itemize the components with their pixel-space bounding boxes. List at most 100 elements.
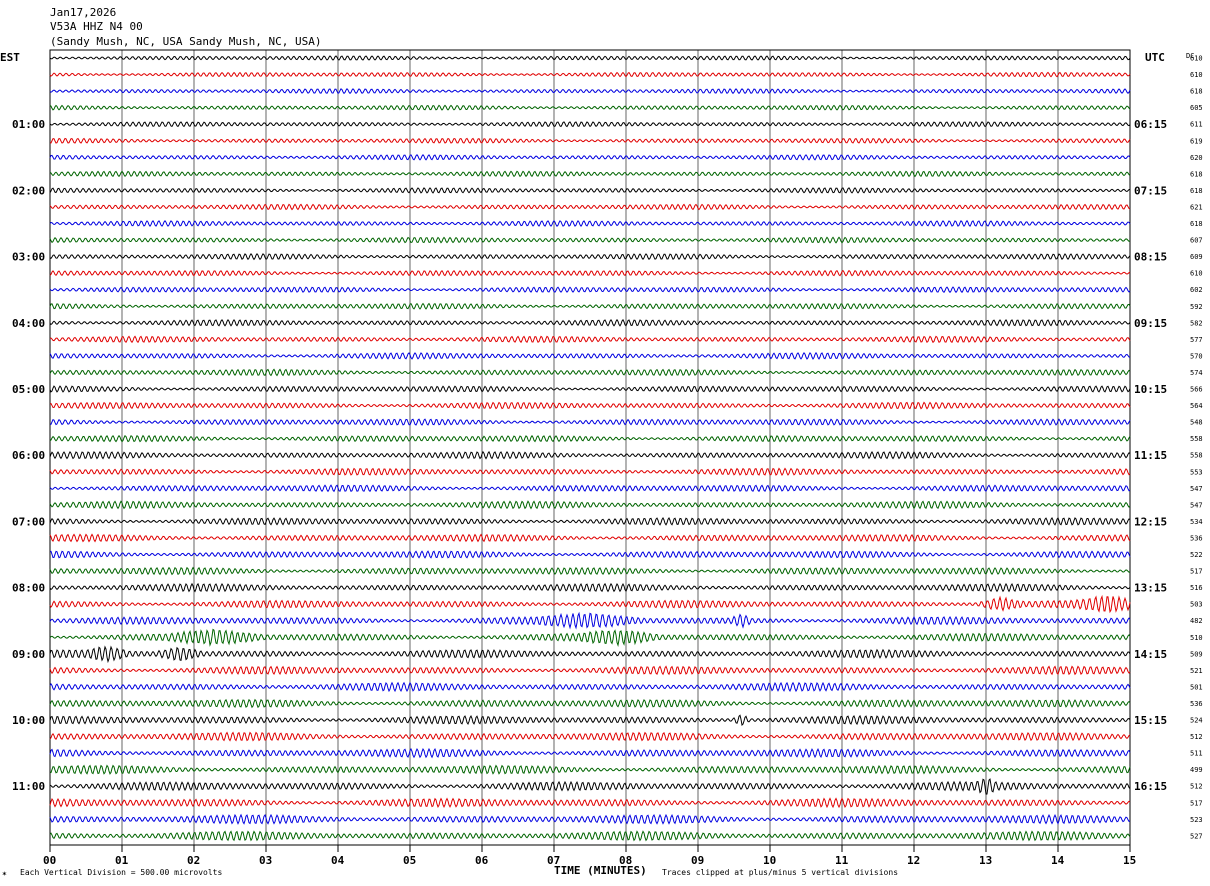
right-zone-label: UTC: [1145, 51, 1165, 64]
dc-offset: 523: [1190, 816, 1203, 824]
dc-offset: 516: [1190, 584, 1203, 592]
dc-offset: 618: [1190, 187, 1203, 195]
dc-offset: 564: [1190, 402, 1203, 410]
x-tick-label: 11: [835, 854, 849, 867]
dc-offset: 536: [1190, 700, 1203, 708]
dc-offset: 619: [1190, 137, 1203, 145]
seismic-trace: [49, 203, 1131, 211]
dc-offset: 482: [1190, 617, 1203, 625]
dc-offset: 558: [1190, 435, 1203, 443]
seismic-trace: [49, 714, 1131, 726]
utc-hour-label: 12:15: [1134, 515, 1167, 528]
dc-offset: 499: [1190, 766, 1203, 774]
seismic-trace: [49, 797, 1131, 809]
dc-offset: 574: [1190, 369, 1203, 377]
seismic-trace: [49, 681, 1131, 693]
dc-offset: 605: [1190, 104, 1203, 112]
est-hour-label: 02:00: [12, 184, 45, 197]
est-hour-label: 07:00: [12, 515, 45, 528]
seismic-trace: [49, 747, 1131, 759]
scale-note: Each Vertical Division = 500.00 microvol…: [20, 868, 222, 877]
seismic-trace: [49, 219, 1131, 228]
seismic-trace: [49, 830, 1131, 842]
x-tick-label: 10: [763, 854, 776, 867]
dc-offset: 620: [1190, 154, 1203, 162]
dc-offset: 618: [1190, 220, 1203, 228]
est-hour-label: 10:00: [12, 714, 45, 727]
seismic-trace: [49, 645, 1131, 664]
dc-offset: 527: [1190, 832, 1203, 840]
dc-offset: 548: [1190, 419, 1203, 427]
dc-offset: 610: [1190, 55, 1203, 63]
dc-offset: 501: [1190, 683, 1203, 691]
station-label: V53A HHZ N4 00: [50, 20, 143, 33]
seismic-trace: [49, 628, 1131, 647]
dc-offset-labels: 610 610 618 605 611 619 620 618 618 621 618 607 609 6…: [1190, 55, 1203, 841]
utc-hour-labels: 06:15 07:15 08:15 09:15 10:15 11:15 12:15 13:15…: [1134, 118, 1167, 793]
seismic-trace: [49, 611, 1131, 630]
seismic-trace: [49, 698, 1131, 709]
seismic-trace: [49, 594, 1131, 614]
utc-hour-label: 15:15: [1134, 714, 1167, 727]
minute-gridlines: [121, 50, 1059, 845]
dc-offset: 577: [1190, 336, 1203, 344]
est-hour-label: 05:00: [12, 383, 45, 396]
utc-hour-label: 06:15: [1134, 118, 1167, 131]
dc-offset: 509: [1190, 650, 1203, 658]
est-hour-labels: 01:00 02:00 03:00 04:00 05:00 06:00 07:00 08:00…: [12, 118, 45, 793]
seismic-trace: [49, 665, 1131, 676]
seismic-trace: [49, 121, 1131, 128]
dc-offset: 618: [1190, 88, 1203, 96]
est-hour-label: 03:00: [12, 251, 45, 264]
est-hour-label: 01:00: [12, 118, 45, 131]
x-tick-label: 05: [403, 854, 416, 867]
x-tick-label: 03: [259, 854, 272, 867]
seismic-trace: [49, 252, 1131, 261]
utc-hour-label: 08:15: [1134, 251, 1167, 264]
dc-offset: 611: [1190, 121, 1203, 129]
seismic-trace: [49, 335, 1131, 344]
seismic-trace: [49, 55, 1131, 61]
seismic-trace: [49, 434, 1131, 443]
seismic-trace: [49, 88, 1131, 95]
seismic-trace: [49, 582, 1131, 593]
seismic-trace: [49, 170, 1131, 178]
seismic-trace: [49, 385, 1131, 393]
dc-offset: 524: [1190, 717, 1203, 725]
dc-offset: 536: [1190, 534, 1203, 542]
dc-offset: 547: [1190, 501, 1203, 509]
dc-offset: 512: [1190, 733, 1203, 741]
dc-offset: 621: [1190, 203, 1203, 211]
utc-hour-label: 11:15: [1134, 449, 1167, 462]
seismic-traces: [49, 55, 1131, 842]
seismic-trace: [49, 154, 1131, 161]
dc-offset: 522: [1190, 551, 1203, 559]
seismic-trace: [49, 450, 1131, 460]
seismic-trace: [49, 813, 1131, 825]
x-axis-title: TIME (MINUTES): [554, 864, 647, 877]
est-hour-label: 04:00: [12, 317, 45, 330]
dc-offset: 610: [1190, 71, 1203, 79]
seismic-trace: [49, 731, 1131, 742]
dc-offset: 553: [1190, 468, 1203, 476]
location-label: (Sandy Mush, NC, USA Sandy Mush, NC, USA…: [50, 35, 322, 48]
dc-offset: 618: [1190, 170, 1203, 178]
seismic-trace: [49, 484, 1131, 493]
dc-offset: 607: [1190, 237, 1203, 245]
x-tick-label: 06: [475, 854, 489, 867]
seismic-trace: [49, 187, 1131, 194]
seismic-trace: [49, 269, 1131, 277]
est-hour-label: 09:00: [12, 648, 45, 661]
x-tick-label: 01: [115, 854, 129, 867]
utc-hour-label: 16:15: [1134, 780, 1167, 793]
dc-offset: 570: [1190, 352, 1203, 360]
dc-offset: 511: [1190, 750, 1203, 758]
x-tick-label: 09: [691, 854, 704, 867]
x-tick-label: 02: [187, 854, 200, 867]
x-axis-ticks: 00 01 02 03 04 05 06 07 08 09 10 11 12 13 14 15: [43, 845, 1136, 867]
x-tick-label: 08: [619, 854, 632, 867]
dc-offset: 566: [1190, 386, 1203, 394]
est-hour-label: 11:00: [12, 780, 45, 793]
dc-offset: 503: [1190, 601, 1203, 609]
dc-offset: 521: [1190, 667, 1203, 675]
